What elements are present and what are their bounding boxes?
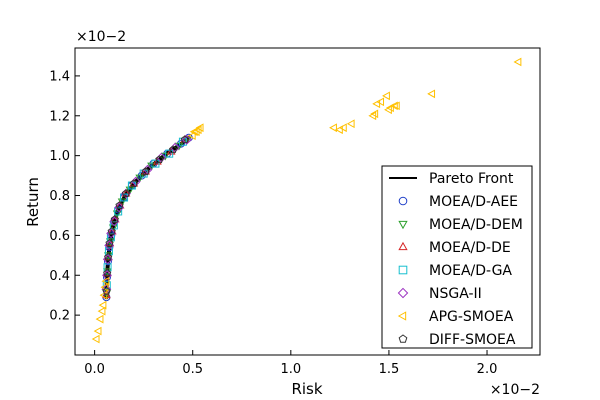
scatter-marks	[91, 57, 522, 344]
apg-smoea-point	[93, 326, 102, 336]
diff-smoea-point	[107, 227, 116, 235]
moea-d-dem-point	[125, 186, 135, 195]
moea-d-ga-point	[104, 247, 113, 256]
legend-swatch	[398, 241, 408, 251]
diff-smoea-point	[129, 179, 138, 188]
apg-smoea-point	[513, 57, 522, 67]
moea-d-ga-point	[120, 193, 129, 202]
apg-smoea-point	[195, 123, 204, 133]
apg-smoea-point	[189, 127, 198, 137]
legend: Pareto Front MOEA/D-AEE MOEA/D-DEM MOEA/D-D…	[381, 165, 533, 349]
apg-smoea-point	[346, 119, 355, 129]
diff-smoea-point	[115, 201, 124, 209]
apg-smoea-point	[98, 300, 107, 310]
y-tick-label: 1.4	[49, 69, 70, 84]
diff-smoea-point	[105, 239, 114, 247]
x-axis-label: Risk	[291, 380, 322, 398]
apg-smoea-point	[391, 101, 400, 111]
apg-smoea-point	[187, 131, 196, 141]
moea-d-de-point	[121, 188, 131, 197]
y-tick-label: 1.0	[49, 149, 70, 164]
y-axis-label: Return	[24, 177, 42, 227]
x-tick-label: 1.5	[379, 362, 400, 377]
diff-smoea-point	[110, 215, 119, 223]
apg-smoea-point	[382, 91, 390, 101]
x-tick-label: 0.5	[182, 362, 203, 377]
apg-smoea-point	[370, 109, 379, 119]
legend-label: MOEA/D-GA	[429, 263, 512, 279]
apg-smoea-point	[372, 99, 381, 109]
y-axis-ticks: 0.2 0.4 0.6 0.8 1.0 1.2 1.4	[49, 69, 80, 324]
apg-smoea-point	[95, 314, 104, 324]
apg-smoea-point	[91, 334, 100, 344]
plot-frame	[74, 47, 541, 356]
apg-smoea-point	[97, 306, 106, 316]
moea-d-ga-point	[102, 281, 111, 290]
moea-d-dem-point	[112, 210, 122, 219]
diff-smoea-point	[180, 135, 189, 144]
x-tick-label: 2.0	[477, 362, 498, 377]
diff-smoea-point	[169, 145, 178, 154]
diff-smoea-point	[102, 286, 111, 295]
y-tick-label: 0.8	[49, 189, 70, 204]
legend-label: APG-SMOEA	[429, 309, 514, 325]
legend-label: NSGA-II	[429, 286, 482, 302]
legend-swatch	[398, 220, 408, 230]
x-tick-label: 0.0	[84, 362, 105, 377]
x-axis-ticks: 0.0 0.5 1.0 1.5 2.0	[84, 350, 497, 377]
apg-smoea-point	[386, 103, 394, 113]
nsga-ii-point	[181, 134, 192, 145]
apg-smoea-point	[334, 125, 343, 135]
legend-swatch	[398, 196, 408, 206]
apg-smoea-point	[389, 101, 398, 111]
y-tick-label: 1.2	[49, 109, 70, 124]
diff-smoea-point	[121, 189, 131, 197]
moea-d-ga-point	[178, 137, 187, 146]
legend-swatch	[397, 287, 409, 299]
apg-smoea-point	[101, 276, 110, 286]
apg-smoea-point	[329, 123, 337, 133]
legend-label: DIFF-SMOEA	[429, 332, 516, 348]
y-axis-multiplier: ×10−2	[76, 29, 126, 45]
legend-label: MOEA/D-DEM	[429, 217, 523, 233]
legend-frame	[381, 165, 533, 349]
diff-smoea-point	[103, 268, 112, 277]
diff-smoea-point	[141, 167, 150, 176]
y-tick-label: 0.2	[49, 309, 70, 324]
y-tick-label: 0.6	[49, 229, 70, 244]
x-axis-multiplier: ×10−2	[490, 382, 540, 398]
legend-swatch	[397, 311, 407, 321]
legend-label: MOEA/D-AEE	[429, 194, 518, 210]
moea-d-ga-point	[165, 149, 174, 158]
apg-smoea-point	[376, 97, 385, 107]
legend-label: MOEA/D-DE	[429, 240, 511, 256]
legend-swatch	[398, 265, 408, 275]
diff-smoea-point	[155, 155, 164, 164]
diff-smoea-point	[104, 253, 113, 261]
legend-label: Pareto Front	[429, 171, 514, 187]
y-tick-label: 0.4	[49, 269, 70, 284]
legend-swatch	[398, 334, 408, 343]
x-tick-label: 1.0	[280, 362, 301, 377]
apg-smoea-point	[338, 123, 347, 133]
apg-smoea-point	[427, 89, 436, 99]
moea-d-ga-point	[151, 159, 160, 168]
